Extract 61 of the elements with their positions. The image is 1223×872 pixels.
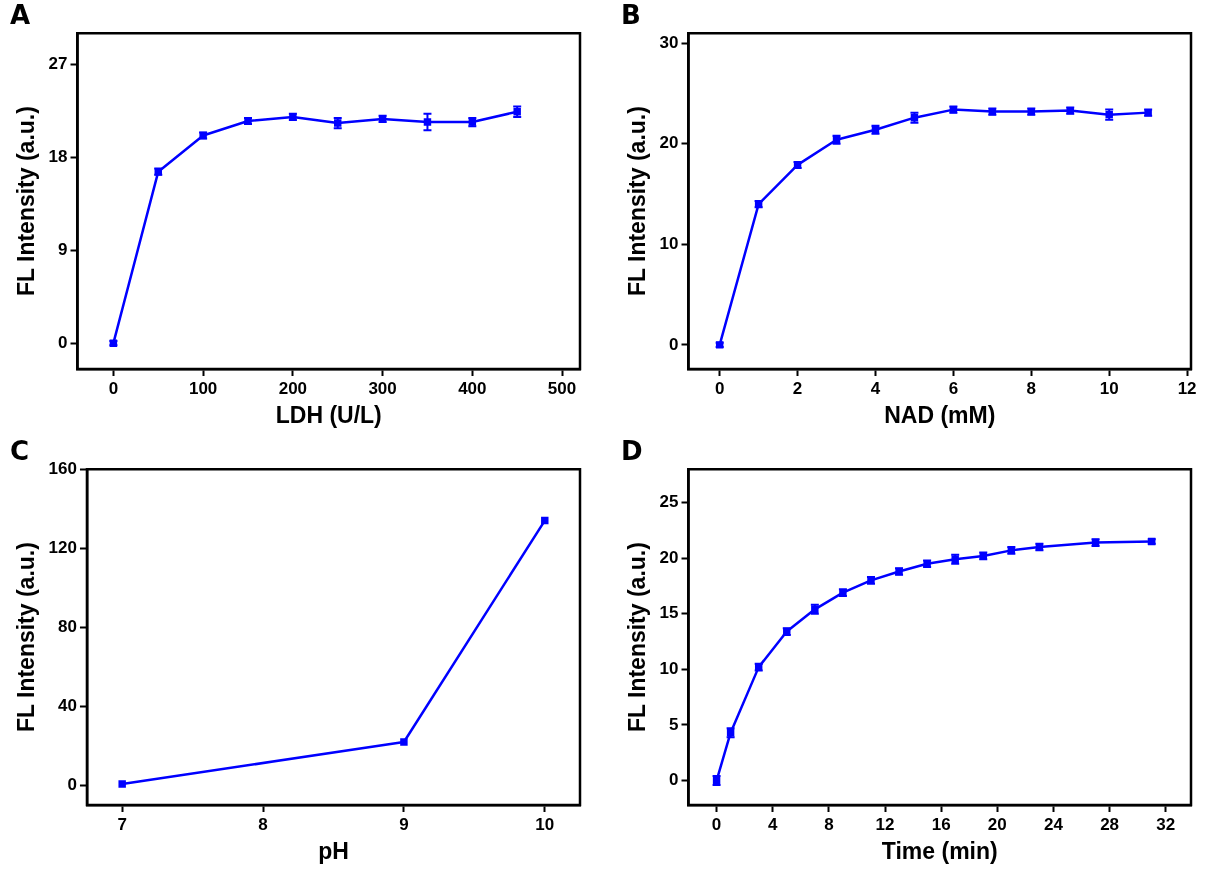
y-tick-label: 25 xyxy=(659,492,679,512)
x-tick-label: 8 xyxy=(1026,378,1037,398)
y-tick-label: 10 xyxy=(659,659,679,679)
y-tick-label: 9 xyxy=(58,239,68,259)
y-tick-label: 15 xyxy=(659,603,679,623)
x-tick-label: 100 xyxy=(188,378,218,398)
y-tick-label: 10 xyxy=(659,234,679,254)
point xyxy=(423,118,432,126)
x-tick-label: 9 xyxy=(399,814,409,834)
chart-title: A xyxy=(10,0,31,31)
y-tick-label: 27 xyxy=(48,53,68,73)
x-tick-label: 300 xyxy=(368,378,397,398)
x-tick-label: 24 xyxy=(1043,814,1064,834)
x-tick-label: 28 xyxy=(1100,814,1120,834)
y-tick-label: 80 xyxy=(58,616,77,636)
x-tick-label: 400 xyxy=(458,378,487,398)
x-tick-label: 4 xyxy=(767,814,778,834)
x-tick-label: 10 xyxy=(1099,378,1119,398)
y-axis-title: FL Intensity (a.u.) xyxy=(13,542,40,733)
x-axis-title: LDH (U/L) xyxy=(275,401,382,428)
point xyxy=(541,516,549,525)
y-tick-label: 18 xyxy=(48,146,68,166)
x-tick-label: 10 xyxy=(535,814,555,834)
chart-title: C xyxy=(10,436,30,467)
y-axis-title: FL Intensity (a.u.) xyxy=(13,106,40,297)
x-tick-label: 16 xyxy=(931,814,951,834)
y-tick-label: 160 xyxy=(48,458,77,478)
y-tick-label: 0 xyxy=(669,770,679,790)
x-tick-label: 500 xyxy=(547,378,577,398)
x-tick-label: 2 xyxy=(792,378,803,398)
point xyxy=(400,738,408,746)
x-tick-label: 200 xyxy=(278,378,308,398)
x-tick-label: 8 xyxy=(258,814,268,834)
y-tick-label: 40 xyxy=(58,695,77,715)
x-tick-label: 7 xyxy=(117,814,127,834)
x-tick-label: 0 xyxy=(108,378,119,398)
x-tick-label: 4 xyxy=(870,378,881,398)
y-tick-label: 5 xyxy=(669,714,679,734)
x-tick-label: 20 xyxy=(987,814,1007,834)
x-tick-label: 0 xyxy=(714,378,725,398)
x-tick-label: 12 xyxy=(1177,378,1197,398)
y-tick-label: 20 xyxy=(659,547,679,567)
y-tick-label: 0 xyxy=(58,332,68,352)
x-axis-title: Time (min) xyxy=(881,837,998,864)
chart-title: D xyxy=(621,436,643,467)
x-tick-label: 6 xyxy=(948,378,959,398)
x-tick-label: 8 xyxy=(824,814,834,834)
chart-title: B xyxy=(621,0,641,31)
point xyxy=(118,780,126,788)
x-tick-label: 32 xyxy=(1156,814,1176,834)
y-tick-label: 0 xyxy=(669,334,679,354)
y-tick-label: 20 xyxy=(659,133,679,153)
y-axis-title: FL Intensity (a.u.) xyxy=(624,542,651,733)
x-axis-title: pH xyxy=(318,837,349,864)
y-tick-label: 30 xyxy=(659,32,679,52)
x-tick-label: 12 xyxy=(875,814,895,834)
y-tick-label: 0 xyxy=(67,774,77,794)
y-tick-label: 120 xyxy=(48,537,77,557)
y-axis-title: FL Intensity (a.u.) xyxy=(624,106,651,297)
x-tick-label: 0 xyxy=(711,814,722,834)
x-axis-title: NAD (mM) xyxy=(884,401,996,428)
